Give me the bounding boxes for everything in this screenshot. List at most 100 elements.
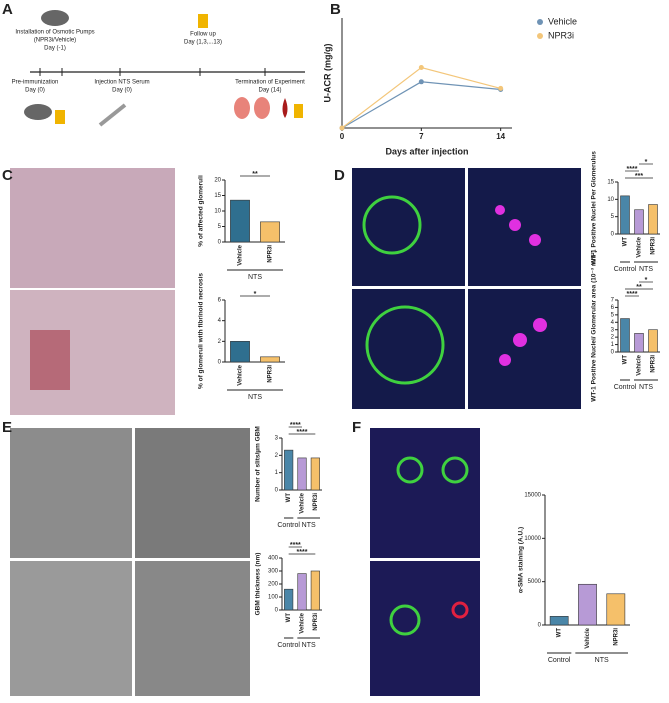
bar xyxy=(606,593,626,626)
y-tick-label: 0 xyxy=(218,360,222,366)
group-label: Control xyxy=(277,642,300,649)
bar xyxy=(648,329,658,353)
y-tick-label: 4 xyxy=(218,318,222,324)
x-tick-label: NPR3i xyxy=(313,613,319,631)
y-tick-label: 0 xyxy=(538,623,542,629)
panel-label: E xyxy=(2,419,12,436)
timeline-text: Pre-immunization xyxy=(12,80,59,86)
x-tick-label: Vehicle xyxy=(637,354,643,375)
y-tick-label: 5 xyxy=(611,312,615,318)
sig-label: * xyxy=(645,159,648,166)
y-label: Number of slits/µm GBM xyxy=(255,426,262,502)
bar xyxy=(648,204,658,235)
y-label: WT-1 Positive Nuclei Per Glomerulus xyxy=(591,151,598,265)
timeline xyxy=(24,10,305,127)
y-tick-label: 15 xyxy=(214,193,221,199)
y-tick-label: 1 xyxy=(275,470,279,476)
y-tick-label: 0 xyxy=(275,608,279,614)
sig-label: *** xyxy=(635,173,643,180)
sig-label: **** xyxy=(627,166,638,173)
sig-label: ** xyxy=(252,171,258,178)
bar xyxy=(634,333,644,353)
bar xyxy=(310,570,320,611)
y-tick-label: 6 xyxy=(611,305,615,311)
bar xyxy=(620,195,630,235)
panel-label: B xyxy=(330,1,341,18)
bar xyxy=(284,588,294,611)
x-tick-label: 0 xyxy=(340,132,345,141)
sig-label: * xyxy=(254,291,257,298)
bar xyxy=(310,457,320,491)
y-tick-label: 3 xyxy=(611,327,615,333)
y-tick-label: 3 xyxy=(275,436,279,442)
sig-label: **** xyxy=(627,291,638,298)
y-tick-label: 10000 xyxy=(524,536,541,542)
y-tick-label: 7 xyxy=(611,298,615,304)
y-tick-label: 0 xyxy=(611,232,615,238)
micrographs xyxy=(10,168,581,696)
group-label: NTS xyxy=(639,266,653,273)
x-tick-label: WT xyxy=(557,628,563,638)
sig-label: **** xyxy=(290,542,301,549)
x-tick-label: NPR3i xyxy=(268,245,274,263)
y-tick-label: 20 xyxy=(214,178,221,184)
x-tick-label: 7 xyxy=(419,132,424,141)
sig-label: **** xyxy=(290,422,301,429)
y-tick-label: 2 xyxy=(218,339,222,345)
x-tick-label: Vehicle xyxy=(238,364,244,385)
x-tick-label: NPR3i xyxy=(313,493,319,511)
sig-label: **** xyxy=(297,549,308,556)
panel-label: F xyxy=(352,419,361,436)
y-label: WT-1 Positive Nuclei/ Glomerular area (1… xyxy=(591,250,598,402)
y-tick-label: 15 xyxy=(607,180,614,186)
y-tick-label: 10 xyxy=(607,197,614,203)
timeline-text: Day (0) xyxy=(25,88,45,94)
bar xyxy=(284,449,294,491)
y-label: U-ACR (mg/g) xyxy=(322,44,332,103)
x-tick-label: Vehicle xyxy=(300,492,306,513)
y-tick-label: 0 xyxy=(275,488,279,494)
x-tick-label: WT xyxy=(623,237,629,247)
y-tick-label: 1 xyxy=(611,342,615,348)
x-tick-label: WT xyxy=(286,613,292,623)
y-tick-label: 5 xyxy=(218,224,222,230)
sig-label: * xyxy=(645,277,648,284)
group-label: NTS xyxy=(302,642,316,649)
group-label: NTS xyxy=(595,657,609,664)
y-label: % of affected glomeruli xyxy=(198,175,205,247)
series-line xyxy=(341,81,501,129)
group-label: Control xyxy=(548,657,571,664)
y-tick-label: 5 xyxy=(611,214,615,220)
y-tick-label: 10 xyxy=(214,209,221,215)
y-tick-label: 15000 xyxy=(524,493,541,499)
timeline-text: Day (0) xyxy=(112,88,132,94)
x-tick-label: NPR3i xyxy=(613,628,619,646)
y-tick-label: 200 xyxy=(268,582,279,588)
point xyxy=(498,85,504,91)
sig-label: **** xyxy=(297,429,308,436)
x-tick-label: WT xyxy=(286,493,292,503)
timeline-text: Day (-1) xyxy=(44,46,66,52)
y-label: GBM thickness (nm) xyxy=(255,553,262,616)
y-tick-label: 6 xyxy=(218,298,222,304)
series-line xyxy=(341,66,501,129)
y-tick-label: 4 xyxy=(611,320,615,326)
y-tick-label: 2 xyxy=(275,453,279,459)
y-tick-label: 100 xyxy=(268,595,279,601)
x-tick-label: Vehicle xyxy=(637,236,643,257)
y-label: % of glomeruli with fibrinoid necrosis xyxy=(198,273,205,389)
timeline-text: Day (1,3,...13) xyxy=(184,40,222,46)
y-tick-label: 5000 xyxy=(528,579,542,585)
x-tick-label: Vehicle xyxy=(300,612,306,633)
point xyxy=(418,79,424,85)
group-label: NTS xyxy=(248,274,262,281)
group-label: Control xyxy=(614,266,637,273)
y-tick-label: 0 xyxy=(218,240,222,246)
group-label: Control xyxy=(277,522,300,529)
bar xyxy=(549,616,569,626)
bar xyxy=(297,457,307,491)
bar xyxy=(230,341,250,363)
x-label: Days after injection xyxy=(385,146,468,156)
timeline-text: Termination of Experiment xyxy=(235,80,305,86)
